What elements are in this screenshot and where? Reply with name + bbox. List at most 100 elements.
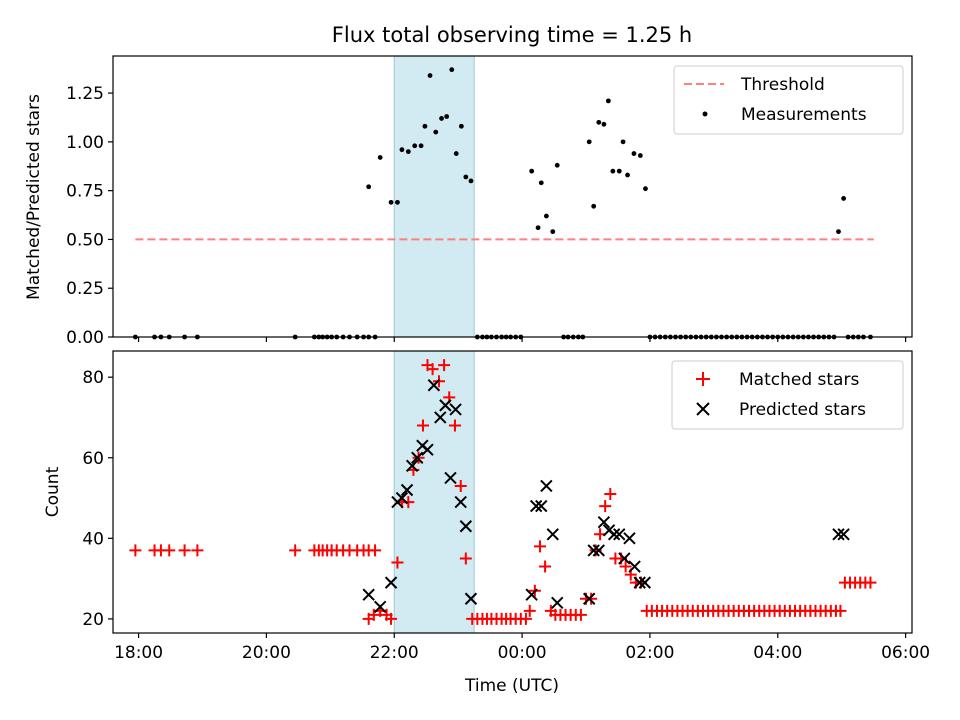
measurement-point — [449, 67, 455, 73]
matched-star-point — [604, 488, 617, 501]
measurements-legend-label: Measurements — [741, 105, 867, 125]
predicted-star-point — [434, 411, 447, 424]
predicted-star-point — [427, 379, 441, 392]
matched-star-point — [385, 612, 398, 625]
ratio-ytick-label: 0.50 — [66, 230, 104, 250]
measurement-point — [458, 123, 464, 129]
ratio-ytick-label: 1.25 — [66, 84, 104, 104]
measurement-point — [535, 225, 541, 231]
measurement-point — [596, 119, 602, 125]
matched-star-point — [864, 576, 877, 589]
predicted-star-point — [405, 459, 419, 473]
measurement-point — [625, 172, 630, 178]
predicted-star-point — [546, 528, 559, 541]
predicted-star-point — [529, 499, 543, 513]
matched-star-point — [367, 608, 380, 621]
predicted-star-point — [535, 499, 548, 513]
count-observing-span — [393, 350, 475, 634]
predicted-star-point — [439, 399, 452, 412]
measurement-point — [422, 123, 428, 129]
measurement-point — [418, 143, 424, 149]
matched-star-point — [459, 552, 472, 565]
measurement-point — [453, 151, 459, 156]
matched-star-point — [574, 608, 587, 621]
measurement-point — [543, 213, 549, 219]
measurement-point — [550, 229, 556, 235]
matched-star-point — [599, 500, 612, 513]
predicted-star-point — [411, 451, 424, 464]
predicted-star-point — [454, 495, 467, 509]
count-xtick-label: 18:00 — [114, 643, 163, 663]
predicted-star-point — [628, 560, 641, 573]
predicted-star-point — [540, 479, 553, 493]
count-ytick-label: 20 — [82, 610, 104, 630]
predicted-star-point — [444, 471, 457, 485]
matched-star-point — [539, 560, 552, 573]
predicted-star-point — [464, 592, 478, 605]
predicted-star-point — [400, 483, 414, 497]
measurement-point — [377, 155, 383, 160]
predicted-star-point — [592, 544, 605, 557]
predicted-star-point — [837, 528, 850, 541]
matched-legend-swatch — [696, 372, 710, 386]
measurement-point — [841, 196, 847, 201]
measurement-point — [529, 168, 535, 174]
measurement-point — [433, 129, 439, 135]
measurement-point — [554, 162, 560, 168]
ratio-ytick-label: 0.75 — [66, 182, 104, 202]
count-panel-ylabel: Count — [43, 466, 63, 517]
matched-star-point — [523, 604, 536, 617]
matched-legend-label: Matched stars — [739, 370, 859, 390]
predicted-star-point — [607, 528, 621, 541]
ratio-panel-ylabel: Matched/Predicted stars — [24, 94, 44, 300]
count-ytick-label: 60 — [82, 449, 104, 469]
measurements-legend-swatch — [702, 111, 708, 117]
matched-star-point — [448, 419, 461, 432]
ratio-ytick-label: 0.00 — [66, 328, 104, 348]
predicted-star-point — [633, 576, 646, 589]
ratio-legend: Threshold Measurements — [673, 65, 904, 135]
predicted-star-point — [525, 588, 538, 601]
ratio-observing-span — [393, 55, 475, 338]
count-legend-box — [671, 360, 904, 430]
matched-star-point — [178, 544, 191, 557]
matched-star-point — [129, 544, 142, 557]
measurement-point — [605, 98, 611, 104]
ratio-legend-box — [673, 65, 904, 135]
matched-star-point — [426, 363, 439, 376]
count-legend: Matched stars Predicted stars — [671, 360, 904, 430]
ratio-ytick-label: 1.00 — [66, 133, 104, 153]
measurement-point — [631, 151, 637, 156]
matched-star-point — [402, 496, 415, 509]
measurement-point — [399, 147, 405, 153]
measurement-point — [412, 143, 418, 149]
matched-star-point — [585, 592, 598, 605]
measurement-point — [366, 184, 372, 190]
count-xtick-label: 22:00 — [370, 643, 419, 663]
predicted-star-point — [551, 596, 564, 609]
measurement-point — [395, 199, 400, 205]
predicted-star-point — [597, 516, 611, 529]
predicted-star-point — [373, 600, 387, 614]
measurement-point — [427, 73, 433, 78]
matched-star-point — [163, 544, 176, 557]
measurement-point — [439, 116, 444, 121]
predicted-star-point — [613, 528, 626, 541]
predicted-star-point — [449, 403, 462, 416]
count-xtick-label: 06:00 — [881, 643, 930, 663]
matched-star-point — [519, 612, 532, 625]
measurement-point — [591, 203, 597, 209]
threshold-legend-label: Threshold — [740, 75, 825, 95]
predicted-star-point — [582, 592, 596, 605]
ratio-ytick-label: 0.25 — [66, 279, 104, 299]
matched-star-point — [369, 544, 382, 557]
measurement-point — [601, 121, 607, 127]
measurement-point — [586, 139, 592, 145]
chart-title: Flux total observing time = 1.25 h — [332, 23, 692, 47]
measurement-point — [836, 229, 841, 235]
count-ytick-label: 40 — [82, 529, 104, 549]
matched-star-point — [454, 479, 467, 492]
measurement-point — [538, 180, 544, 186]
predicted-legend-label: Predicted stars — [739, 400, 866, 420]
